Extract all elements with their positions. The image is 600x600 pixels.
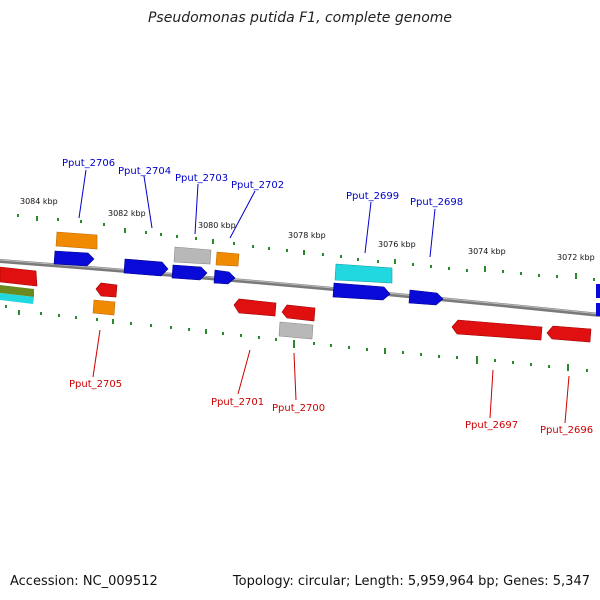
scale-label-3072: 3072 kbp [557,253,595,262]
scale-label-3082: 3082 kbp [108,209,146,218]
label-pput-2698[interactable]: Pput_2698 [410,197,463,208]
label-pput-2705[interactable]: Pput_2705 [69,379,122,390]
gene-pput-2701[interactable] [233,298,277,317]
label-pput-2702[interactable]: Pput_2702 [231,180,284,191]
gene-pput-2703[interactable] [173,246,212,265]
genes-forward-arrows [53,250,600,316]
scale-labels: 3084 kbp 3082 kbp 3080 kbp 3078 kbp 3076… [20,197,595,262]
bottom-leader-lines [92,329,570,424]
gene-red-mid[interactable] [281,304,316,322]
scale-label-3076: 3076 kbp [378,240,416,249]
gene-feature-orange-small[interactable] [215,251,240,267]
label-pput-2699[interactable]: Pput_2699 [346,191,399,202]
label-pput-2697[interactable]: Pput_2697 [465,420,518,431]
gene-cyan-edge[interactable] [0,293,34,304]
genes-outer-strand [55,231,393,284]
gene-blue-5[interactable] [332,282,391,301]
label-pput-2700[interactable]: Pput_2700 [272,403,325,414]
gene-blue-2[interactable] [123,258,169,277]
gene-red-edge[interactable] [0,266,38,287]
gene-pput-2698[interactable] [408,289,444,306]
topology-text: Topology: circular; Length: 5,959,964 bp… [232,574,590,589]
scale-label-3078: 3078 kbp [288,231,326,240]
label-pput-2696[interactable]: Pput_2696 [540,425,593,436]
genome-backbone [0,259,600,317]
label-pput-2701[interactable]: Pput_2701 [211,397,264,408]
gene-pput-2697[interactable] [451,319,543,341]
top-gene-labels: Pput_2706 Pput_2704 Pput_2703 Pput_2702 … [62,158,463,208]
map-title: Pseudomonas putida F1, complete genome [147,10,453,26]
gene-blue-edge-2[interactable] [596,303,600,316]
label-pput-2703[interactable]: Pput_2703 [175,173,228,184]
gene-pput-2700[interactable] [278,321,314,340]
genome-backbone-highlight [0,259,600,315]
gene-blue-edge-1[interactable] [596,284,600,298]
bottom-gene-labels: Pput_2705 Pput_2701 Pput_2700 Pput_2697 … [69,379,593,436]
accession-text: Accession: NC_009512 [10,574,158,589]
gene-orange-inner[interactable] [92,299,116,316]
genes-left-edge [0,266,38,304]
gene-pput-2702[interactable] [213,269,236,285]
gene-pput-2706[interactable] [55,231,98,250]
label-pput-2704[interactable]: Pput_2704 [118,166,171,177]
gene-blue-3[interactable] [171,264,208,281]
top-leader-lines [78,169,436,258]
scale-label-3084: 3084 kbp [20,197,58,206]
gene-pput-2699[interactable] [334,263,393,284]
gene-pput-2696[interactable] [546,325,592,343]
gene-pput-2705[interactable] [95,282,118,298]
label-pput-2706[interactable]: Pput_2706 [62,158,115,169]
genes-reverse-arrows [92,282,592,343]
outer-scale-ticks [17,214,595,281]
scale-label-3080: 3080 kbp [198,221,236,230]
inner-scale-ticks [5,305,588,372]
gene-pput-2704[interactable] [53,250,95,267]
scale-label-3074: 3074 kbp [468,247,506,256]
